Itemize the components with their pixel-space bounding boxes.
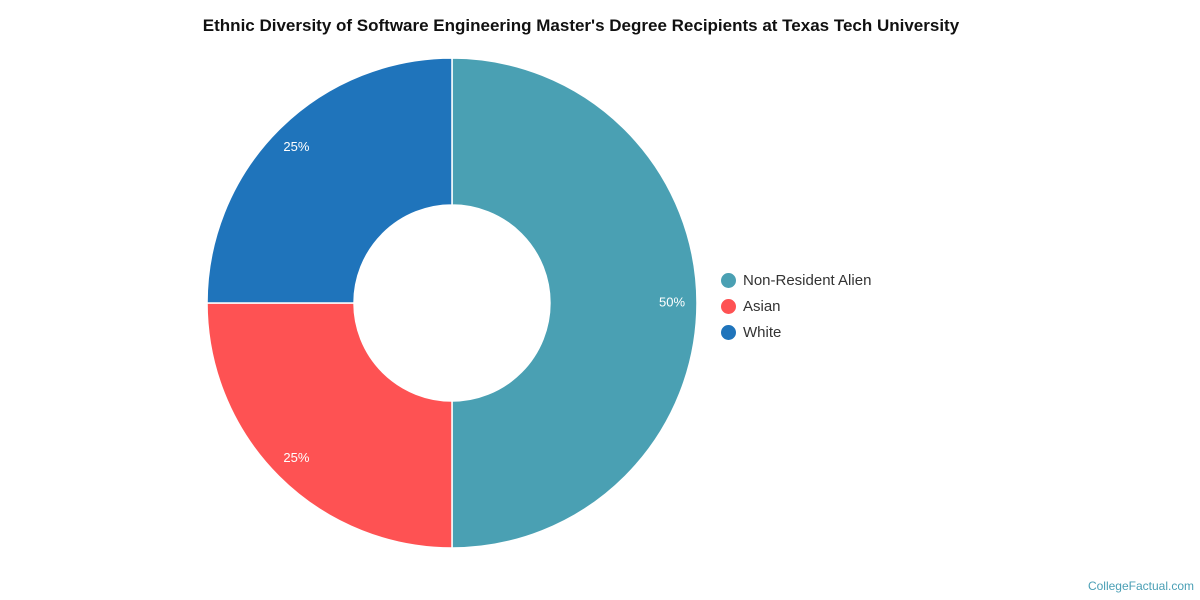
- legend-label: Non-Resident Alien: [743, 271, 872, 289]
- source-credit[interactable]: CollegeFactual.com: [1087, 579, 1194, 593]
- legend: Non-Resident Alien Asian White: [721, 267, 871, 345]
- slices-group: [206, 57, 698, 549]
- legend-item-white[interactable]: White: [721, 319, 871, 345]
- slice-label: 25%: [283, 450, 309, 465]
- legend-swatch: [721, 272, 736, 288]
- legend-item-non-resident-alien[interactable]: Non-Resident Alien: [721, 267, 871, 293]
- slice-white[interactable]: [206, 57, 453, 304]
- slice-labels-group: 50% 25% 25%: [283, 139, 685, 465]
- chart-title: Ethnic Diversity of Software Engineering…: [202, 16, 960, 35]
- slice-label: 25%: [283, 139, 309, 154]
- slice-non-resident-alien[interactable]: [451, 57, 698, 549]
- legend-label: White: [743, 323, 782, 341]
- legend-item-asian[interactable]: Asian: [721, 293, 871, 319]
- legend-swatch: [721, 324, 736, 340]
- legend-label: Asian: [743, 297, 781, 315]
- legend-swatch: [721, 298, 736, 314]
- slice-asian[interactable]: [206, 302, 453, 549]
- slice-label: 50%: [659, 294, 685, 309]
